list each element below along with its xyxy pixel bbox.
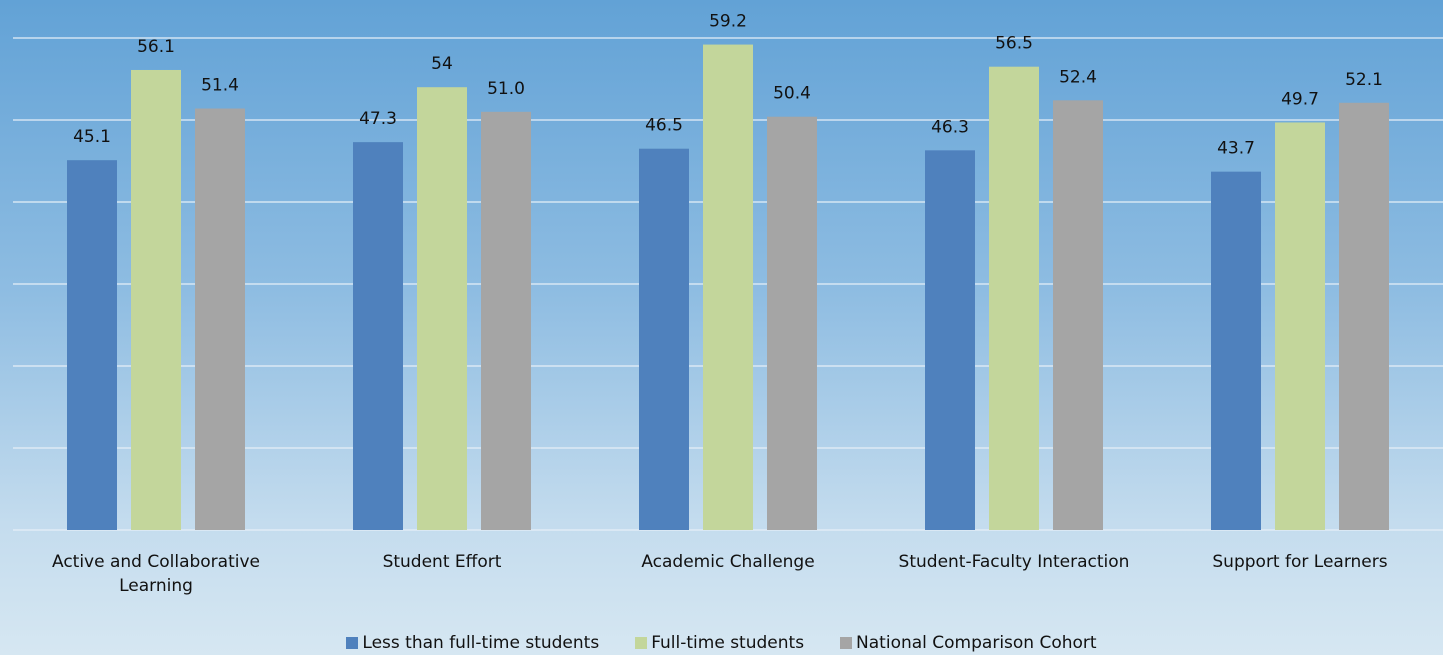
bar (1339, 102, 1389, 530)
legend-item: National Comparison Cohort (840, 633, 1097, 653)
x-tick-label: Student-Faculty Interaction (898, 552, 1130, 572)
bar (639, 148, 689, 530)
bar (353, 142, 403, 530)
value-label: 43.7 (1217, 139, 1255, 159)
bar (481, 111, 531, 531)
x-tick-label: Active and Collaborative Learning (51, 552, 261, 596)
legend-item: Less than full-time students (346, 633, 599, 653)
legend: Less than full-time students Full-time st… (0, 633, 1443, 653)
bar (703, 44, 753, 531)
bar (67, 160, 117, 530)
value-label: 54 (431, 54, 453, 74)
legend-label: National Comparison Cohort (856, 633, 1097, 653)
value-label: 59.2 (709, 12, 747, 32)
value-label: 56.5 (995, 34, 1033, 54)
value-label: 50.4 (773, 84, 811, 104)
bar (417, 87, 467, 530)
x-tick-label: Student Effort (382, 552, 502, 572)
bar (131, 69, 181, 530)
value-label: 52.4 (1059, 67, 1097, 87)
bar (989, 66, 1039, 530)
legend-swatch (346, 637, 359, 649)
value-label: 46.3 (931, 117, 969, 137)
value-label: 46.5 (645, 116, 683, 136)
bar (195, 108, 245, 531)
legend-swatch (635, 637, 648, 649)
bar (1275, 122, 1325, 531)
legend-label: Less than full-time students (362, 633, 600, 653)
legend-swatch (840, 637, 853, 649)
value-label: 52.1 (1345, 70, 1383, 90)
legend-label: Full-time students (651, 633, 805, 653)
bar (1053, 100, 1103, 530)
x-tick-label: Support for Learners (1212, 552, 1388, 572)
x-tick-label: Academic Challenge (641, 552, 815, 572)
value-label: 49.7 (1281, 89, 1319, 109)
bar (767, 116, 817, 530)
value-label: 45.1 (73, 127, 111, 147)
value-label: 56.1 (137, 37, 175, 57)
legend-item: Full-time students (635, 633, 804, 653)
bar (1211, 171, 1261, 530)
value-label: 51.4 (201, 76, 239, 96)
value-label: 51.0 (487, 79, 525, 99)
bar (925, 150, 975, 530)
value-label: 47.3 (359, 109, 397, 129)
